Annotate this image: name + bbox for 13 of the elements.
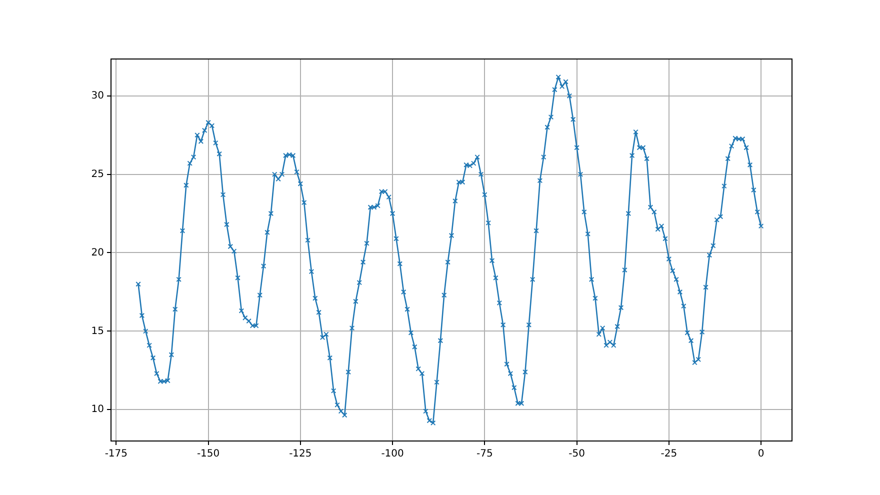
x-tick-label: 0 <box>758 448 764 460</box>
y-tick-label: 30 <box>91 90 104 102</box>
x-tick-label: -75 <box>476 448 493 460</box>
x-tick-label: -125 <box>289 448 312 460</box>
y-tick-label: 20 <box>91 247 104 258</box>
y-tick-label: 15 <box>91 326 104 337</box>
x-tick-label: -175 <box>104 448 128 460</box>
x-tick-label: -150 <box>196 448 220 460</box>
x-tick-label: -25 <box>660 448 678 460</box>
y-tick-label: 10 <box>91 404 104 416</box>
x-tick-label: -50 <box>568 448 585 460</box>
y-tick-label: 25 <box>91 168 104 180</box>
x-tick-label: -100 <box>381 448 404 460</box>
